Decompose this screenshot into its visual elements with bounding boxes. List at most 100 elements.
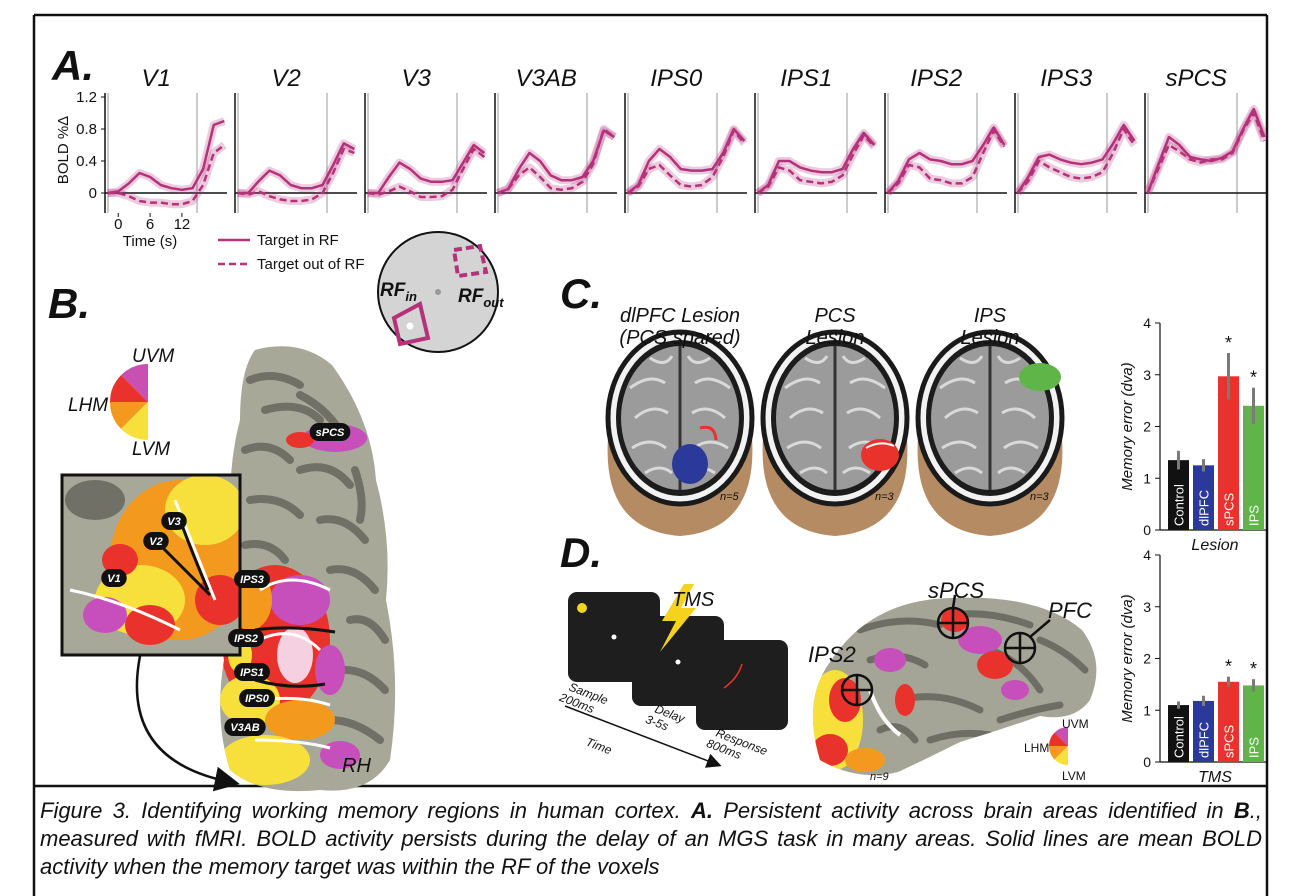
flatmap-brain-part-part [241, 372, 389, 744]
time-label: Time [584, 735, 614, 758]
inset-map [60, 473, 242, 657]
y-tick-label: 0 [89, 185, 97, 202]
flatmap-brain-part-part [265, 700, 335, 740]
roi-pill [234, 570, 270, 588]
x-axis-label: Time (s) [123, 233, 177, 250]
roi-pill [309, 423, 351, 441]
significance-marker: * [1250, 659, 1257, 679]
bar [1193, 700, 1214, 762]
bold-line [1016, 127, 1136, 194]
lesion-title: Lesion [806, 327, 865, 349]
region-title: V2 [272, 65, 301, 92]
panel-label: D. [560, 529, 602, 576]
inset-map-part-part [165, 475, 240, 545]
significance-marker: * [1225, 657, 1232, 677]
hemifield-label: LVM [132, 439, 170, 460]
flatmap-brain-part-part [249, 578, 331, 750]
lateral-brain-part-part [874, 648, 906, 672]
lesion-title: PCS [814, 305, 856, 327]
region-title: sPCS [1166, 65, 1227, 92]
lateral-brain-part-part [1049, 727, 1068, 765]
significance-marker: * [1225, 333, 1232, 353]
lateral-brain [812, 594, 1097, 776]
inset-map-part [62, 475, 240, 655]
lesion-title: Lesion [961, 327, 1020, 349]
flatmap-brain-part [220, 372, 389, 785]
caption-text: Figure 3. Identifying working memory reg… [40, 798, 691, 823]
region-title: V3AB [516, 65, 577, 92]
panel-label: B. [48, 280, 90, 327]
y-tick-label: 1 [1143, 702, 1151, 718]
caption-text: ., measured with fMRI. BOLD activity per… [40, 798, 1262, 879]
bar [1168, 705, 1189, 762]
roi-label: IPS3 [240, 574, 264, 586]
lateral-brain-part-part [812, 734, 848, 766]
hemifield-label: LVM [1062, 769, 1086, 783]
sample-size: n=5 [720, 491, 740, 503]
flatmap-brain-part-part [220, 735, 310, 785]
lateral-brain-part-part [951, 594, 957, 609]
inset-map-part-part [69, 499, 217, 632]
rf-schematic-part [435, 289, 441, 295]
bold-line [107, 119, 225, 195]
inset-map-part [60, 473, 242, 657]
y-tick-label: 3 [1143, 599, 1151, 615]
bold-line [886, 129, 1006, 194]
rf-sub: in [405, 289, 417, 304]
lesion-brains-part [861, 439, 899, 471]
lateral-brain-part-part [895, 684, 915, 716]
tms-task-part [675, 659, 681, 665]
hemifield-label: LHM [68, 395, 108, 416]
x-tick-label: 6 [146, 216, 154, 233]
y-tick-label: 0 [1143, 522, 1151, 538]
flatmap-brain-part-part [315, 645, 345, 695]
hemifield-wedge [109, 363, 148, 441]
lateral-brain-part-part [845, 748, 885, 772]
bar [1168, 460, 1189, 530]
roi-pill [101, 569, 127, 587]
rf-schematic: RFin RFout [377, 231, 504, 353]
region-title: V1 [142, 65, 171, 92]
lesion-brains [608, 332, 1063, 536]
inset-map-part-part [125, 605, 175, 645]
hemifield-label: LHM [1024, 741, 1049, 755]
category-label: sPCS [1222, 492, 1237, 526]
panel-label: A. [51, 42, 94, 89]
flatmap-brain-part-part [286, 432, 314, 448]
category-label: Control [1172, 716, 1187, 758]
bar [1193, 465, 1214, 530]
inset-map-part-part [65, 480, 125, 520]
lateral-brain-part [1049, 727, 1068, 765]
tms-site-label: PFC [1048, 598, 1092, 623]
rf-schematic-part [391, 301, 431, 347]
category-label: sPCS [1222, 724, 1237, 758]
bold-line [107, 144, 226, 206]
tms-task-part [723, 663, 743, 689]
caption-text: B [1233, 798, 1250, 823]
lesion-brains-part [672, 444, 708, 484]
lesion-brains-part [1019, 363, 1061, 391]
inset-map-part-part [83, 597, 127, 633]
x-tick-label: 0 [114, 216, 122, 233]
tms-site-label: IPS2 [808, 642, 856, 667]
tms-task-part [564, 705, 722, 768]
rf-label: RFin [380, 280, 417, 304]
confidence-band [367, 145, 487, 201]
legend-label: Target in RF [257, 232, 339, 249]
flatmap-brain-part-part [270, 575, 330, 625]
y-axis-label: Memory error (dva) [1119, 594, 1136, 722]
x-axis-label: Lesion [1191, 537, 1238, 554]
lateral-brain-part [840, 594, 1051, 707]
roi-label: IPS0 [245, 693, 270, 705]
sample-size: n=9 [870, 771, 889, 783]
hemifield-wedge-part [109, 363, 148, 441]
bold-line [756, 131, 876, 194]
roi-label: V1 [107, 573, 120, 585]
roi-label: IPS2 [234, 633, 258, 645]
rf-sub: out [483, 295, 504, 310]
y-tick-label: 4 [1143, 547, 1151, 563]
flatmap-brain-part-part [277, 627, 313, 683]
hemifield-label: UVM [1062, 717, 1089, 731]
bold-line [497, 127, 616, 195]
